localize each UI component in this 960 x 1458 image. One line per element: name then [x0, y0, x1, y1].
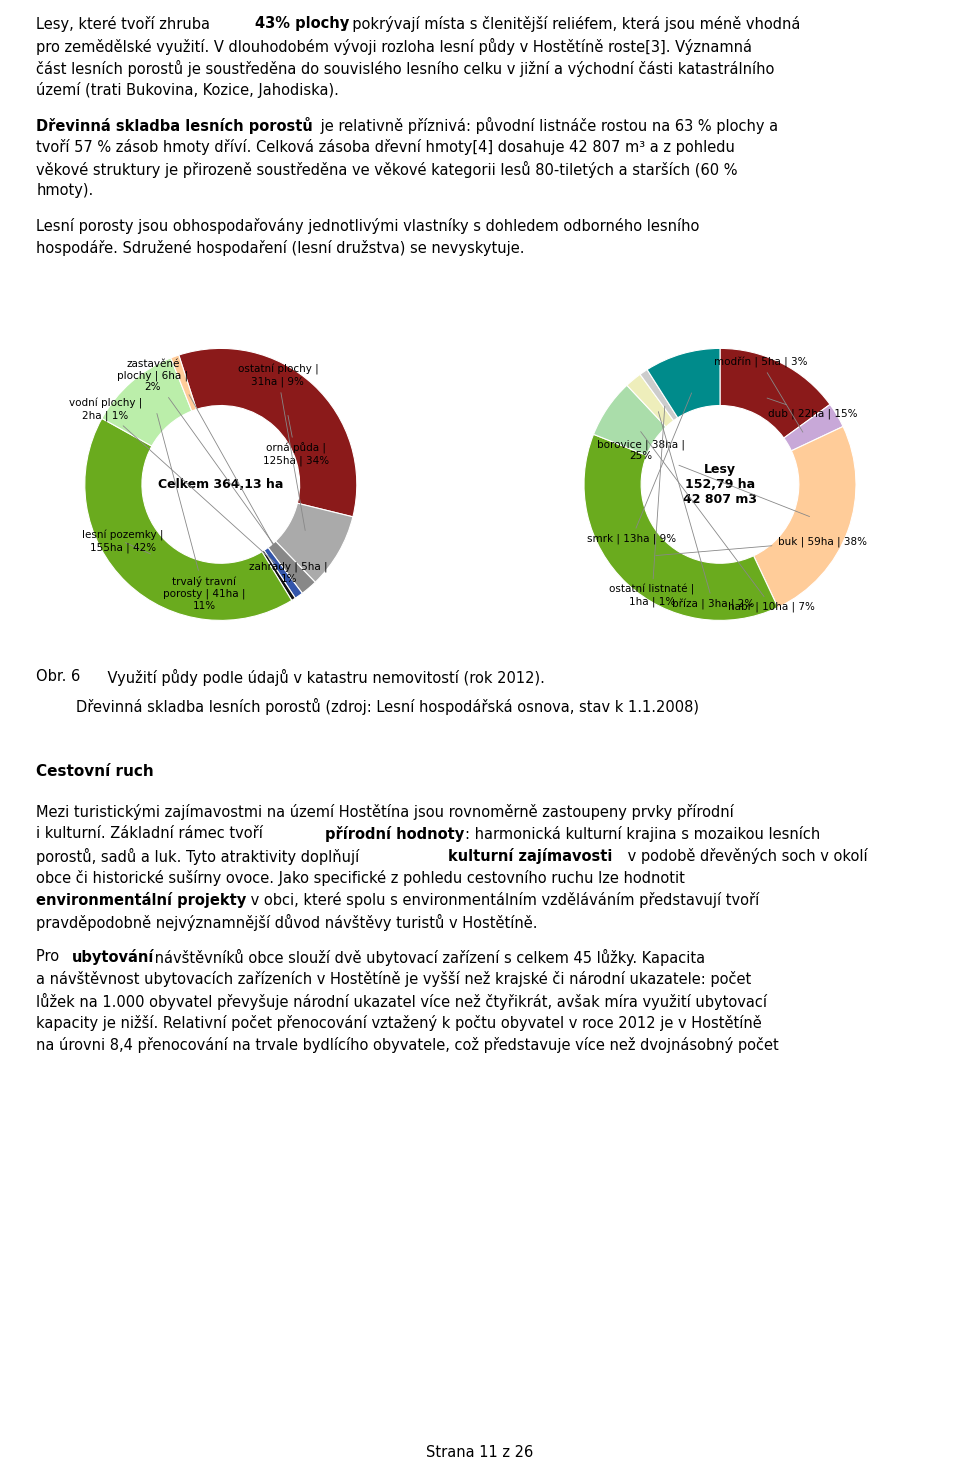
Text: habr | 10ha | 7%: habr | 10ha | 7%: [640, 432, 815, 612]
Text: 43% plochy: 43% plochy: [255, 16, 349, 31]
Wedge shape: [754, 427, 856, 608]
Text: v obci, které spolu s environmentálním vzděláváním představují tvoří: v obci, které spolu s environmentálním v…: [247, 892, 759, 907]
Text: trvalý travní
porosty | 41ha |
11%: trvalý travní porosty | 41ha | 11%: [156, 414, 246, 611]
Wedge shape: [720, 348, 830, 437]
Wedge shape: [593, 385, 666, 455]
Text: Dřevinná skladba lesních porostů (zdroj: Lesní hospodářská osnova, stav k 1.1.20: Dřevinná skladba lesních porostů (zdroj:…: [77, 698, 700, 714]
Wedge shape: [647, 348, 720, 418]
Text: Cestovní ruch: Cestovní ruch: [36, 764, 155, 779]
Text: lůžek na 1.000 obyvatel převyšuje národní ukazatel více než čtyřikrát, avšak mír: lůžek na 1.000 obyvatel převyšuje národn…: [36, 993, 767, 1010]
Text: v podobě dřevěných soch v okolí: v podobě dřevěných soch v okolí: [623, 847, 867, 863]
Text: a návštěvnost ubytovacích zařízeních v Hostětíně je vyšší než krajské či národní: a návštěvnost ubytovacích zařízeních v H…: [36, 971, 752, 987]
Text: zahrady | 5ha |
1%: zahrady | 5ha | 1%: [189, 395, 328, 583]
Text: vodní plochy |
2ha | 1%: vodní plochy | 2ha | 1%: [68, 398, 275, 563]
Text: na úrovni 8,4 přenocování na trvale bydlícího obyvatele, což představuje více ne: na úrovni 8,4 přenocování na trvale bydl…: [36, 1037, 780, 1053]
Text: je relativně příznivá: původní listnáče rostou na 63 % plochy a: je relativně příznivá: původní listnáče …: [317, 117, 779, 134]
Wedge shape: [276, 503, 353, 582]
Wedge shape: [262, 550, 296, 601]
Wedge shape: [102, 357, 192, 446]
Text: Lesní porosty jsou obhospodařovány jednotlivými vlastníky s dohledem odborného l: Lesní porosty jsou obhospodařovány jedno…: [36, 219, 700, 235]
Text: pro zemědělské využití. V dlouhodobém vývoji rozloha lesní půdy v Hostětíně rost: pro zemědělské využití. V dlouhodobém vý…: [36, 38, 753, 55]
Text: buk | 59ha | 38%: buk | 59ha | 38%: [656, 537, 867, 555]
Text: kulturní zajímavosti: kulturní zajímavosti: [447, 847, 612, 863]
Text: ostatní listnaté |
1ha | 1%: ostatní listnaté | 1ha | 1%: [610, 407, 695, 608]
Text: orná půda |
125ha | 34%: orná půda | 125ha | 34%: [262, 416, 328, 467]
Wedge shape: [640, 369, 678, 420]
Wedge shape: [171, 356, 197, 411]
Text: část lesních porostů je soustředěna do souvislého lesního celku v jižní a východ: část lesních porostů je soustředěna do s…: [36, 60, 775, 77]
Text: Pro: Pro: [36, 949, 64, 964]
Text: Celkem 364,13 ha: Celkem 364,13 ha: [158, 478, 283, 491]
Text: obce či historické sušírny ovoce. Jako specifické z pohledu cestovního ruchu lze: obce či historické sušírny ovoce. Jako s…: [36, 869, 685, 885]
Text: hmoty).: hmoty).: [36, 184, 94, 198]
Text: Dřevinná skladba lesních porostů: Dřevinná skladba lesních porostů: [36, 117, 313, 134]
Text: : harmonická kulturní krajina s mozaikou lesních: : harmonická kulturní krajina s mozaikou…: [466, 825, 821, 841]
Text: Lesy
152,79 ha
42 807 m3: Lesy 152,79 ha 42 807 m3: [683, 462, 757, 506]
Text: environmentální projekty: environmentální projekty: [36, 892, 247, 907]
Text: území (trati Bukovina, Kozice, Jahodiska).: území (trati Bukovina, Kozice, Jahodiska…: [36, 82, 339, 98]
Wedge shape: [268, 541, 315, 593]
Text: lesní pozemky |
155ha | 42%: lesní pozemky | 155ha | 42%: [83, 529, 163, 554]
Text: návštěvníků obce slouží dvě ubytovací zařízení s celkem 45 lůžky. Kapacita: návštěvníků obce slouží dvě ubytovací za…: [150, 949, 706, 965]
Text: věkové struktury je přirozeně soustředěna ve věkové kategorii lesů 80-tiletých a: věkové struktury je přirozeně soustředěn…: [36, 162, 738, 178]
Text: Obr. 6: Obr. 6: [36, 669, 81, 684]
Text: , pokrývají místa s členitější reliéfem, která jsou méně vhodná: , pokrývají místa s členitější reliéfem,…: [343, 16, 800, 32]
Text: Mezi turistickými zajímavostmi na území Hostětína jsou rovnoměrně zastoupeny prv: Mezi turistickými zajímavostmi na území …: [36, 803, 734, 819]
Text: pravděpodobně nejvýznamnější důvod návštěvy turistů v Hostětíně.: pravděpodobně nejvýznamnější důvod návšt…: [36, 914, 538, 930]
Text: smrk | 13ha | 9%: smrk | 13ha | 9%: [587, 394, 691, 544]
Text: modřín | 5ha | 3%: modřín | 5ha | 3%: [714, 357, 807, 432]
Text: borovice | 38ha |
25%: borovice | 38ha | 25%: [597, 439, 809, 516]
Wedge shape: [627, 375, 674, 427]
Text: bříza | 3ha | 2%: bříza | 3ha | 2%: [659, 411, 755, 609]
Text: ostatní plochy |
31ha | 9%: ostatní plochy | 31ha | 9%: [237, 364, 319, 531]
Text: porostů, sadů a luk. Tyto atraktivity doplňují: porostů, sadů a luk. Tyto atraktivity do…: [36, 847, 365, 865]
Wedge shape: [179, 348, 357, 516]
Text: ubytování: ubytování: [71, 949, 154, 965]
Text: Lesy, které tvoří zhruba: Lesy, které tvoří zhruba: [36, 16, 215, 32]
Text: tvoří 57 % zásob hmoty dříví. Celková zásoba dřevní hmoty[4] dosahuje 42 807 m³ : tvoří 57 % zásob hmoty dříví. Celková zá…: [36, 139, 735, 155]
Text: zastavěné
plochy | 6ha |
2%: zastavěné plochy | 6ha | 2%: [117, 359, 282, 557]
Wedge shape: [584, 434, 778, 621]
Text: přírodní hodnoty: přírodní hodnoty: [325, 825, 465, 841]
Text: Strana 11 z 26: Strana 11 z 26: [426, 1445, 534, 1458]
Text: Využití půdy podle údajů v katastru nemovitostí (rok 2012).: Využití půdy podle údajů v katastru nemo…: [89, 669, 545, 687]
Wedge shape: [264, 548, 302, 598]
Text: hospodáře. Sdružené hospodaření (lesní družstva) se nevyskytuje.: hospodáře. Sdružené hospodaření (lesní d…: [36, 241, 525, 257]
Text: i kulturní. Základní rámec tvoří: i kulturní. Základní rámec tvoří: [36, 825, 268, 841]
Text: kapacity je nižší. Relativní počet přenocování vztažený k počtu obyvatel v roce : kapacity je nižší. Relativní počet přeno…: [36, 1015, 762, 1031]
Text: dub | 22ha | 15%: dub | 22ha | 15%: [767, 398, 857, 418]
Wedge shape: [783, 404, 843, 451]
Wedge shape: [84, 418, 292, 621]
